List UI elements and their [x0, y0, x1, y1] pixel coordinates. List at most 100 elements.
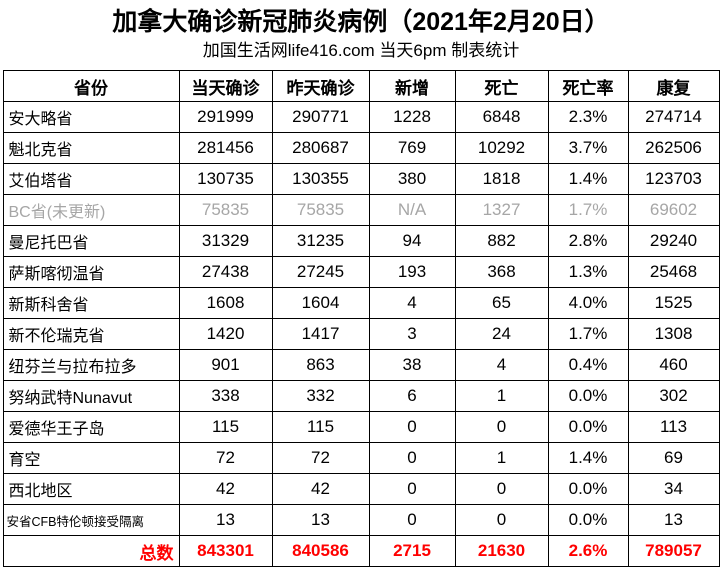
cell-value: 338	[178, 380, 273, 412]
cell-value: 901	[178, 349, 273, 381]
cell-value: 291999	[178, 101, 273, 133]
covid-cases-table: 省份 当天确诊 昨天确诊 新增 死亡 死亡率 康复 安大略省 291999 290771 1228…	[2, 70, 720, 567]
table-row: 安大略省 291999 290771 1228 6848 2.3% 274714	[2, 101, 720, 133]
cell-value: 840586	[271, 535, 370, 567]
table-row: 安省CFB特伦顿接受隔离 13 13 0 0 0.0% 13	[2, 504, 720, 536]
cell-value: 0.0%	[547, 380, 629, 412]
header-row: 省份 当天确诊 昨天确诊 新增 死亡 死亡率 康复	[2, 70, 720, 102]
cell-value: 281456	[178, 132, 273, 164]
cell-province: 育空	[2, 442, 180, 474]
cell-value: 6	[368, 380, 456, 412]
cell-value: 130735	[178, 163, 273, 195]
cell-value: 4.0%	[547, 287, 629, 319]
cell-province: 安大略省	[2, 101, 180, 133]
cell-value: 789057	[627, 535, 720, 567]
cell-value: 0.0%	[547, 411, 629, 443]
cell-province: 魁北克省	[2, 132, 180, 164]
cell-value: 280687	[271, 132, 370, 164]
cell-value: 0	[368, 473, 456, 505]
cell-value: 27245	[271, 256, 370, 288]
column-header-6: 康复	[627, 70, 720, 102]
cell-value: 0.0%	[547, 504, 629, 536]
cell-value: 274714	[627, 101, 720, 133]
table-row: BC省(未更新) 75835 75835 N/A 1327 1.7% 69602	[2, 194, 720, 226]
cell-value: 1525	[627, 287, 720, 319]
cell-value: 1417	[271, 318, 370, 350]
table-row: 育空 72 72 0 1 1.4% 69	[2, 442, 720, 474]
cell-value: 25468	[627, 256, 720, 288]
cell-value: 75835	[271, 194, 370, 226]
table-row: 爱德华王子岛 115 115 0 0 0.0% 113	[2, 411, 720, 443]
cell-value: 1308	[627, 318, 720, 350]
cell-value: 3.7%	[547, 132, 629, 164]
cell-province: 爱德华王子岛	[2, 411, 180, 443]
cell-value: 130355	[271, 163, 370, 195]
cell-value: 0	[454, 411, 549, 443]
cell-value: 0.0%	[547, 473, 629, 505]
cell-value: 31235	[271, 225, 370, 257]
column-header-2: 昨天确诊	[271, 70, 370, 102]
cell-value: 1608	[178, 287, 273, 319]
cell-value: 123703	[627, 163, 720, 195]
cell-value: 1.7%	[547, 194, 629, 226]
cell-value: 1.4%	[547, 442, 629, 474]
cell-value: 13	[627, 504, 720, 536]
cell-value: 0	[368, 504, 456, 536]
cell-value: 10292	[454, 132, 549, 164]
page-title: 加拿大确诊新冠肺炎病例（2021年2月20日）	[112, 8, 610, 36]
table-row: 西北地区 42 42 0 0 0.0% 34	[2, 473, 720, 505]
table-row: 艾伯塔省 130735 130355 380 1818 1.4% 123703	[2, 163, 720, 195]
cell-value: 42	[271, 473, 370, 505]
cell-value: 2715	[368, 535, 456, 567]
cell-value: 13	[178, 504, 273, 536]
cell-value: 0	[368, 442, 456, 474]
cell-province: 总数	[2, 535, 180, 567]
cell-value: 0	[454, 504, 549, 536]
cell-value: 1.4%	[547, 163, 629, 195]
cell-value: 13	[271, 504, 370, 536]
cell-province: 新不伦瑞克省	[2, 318, 180, 350]
total-row: 总数 843301 840586 2715 21630 2.6% 789057	[2, 535, 720, 567]
cell-value: 72	[271, 442, 370, 474]
cell-value: 290771	[271, 101, 370, 133]
cell-value: 882	[454, 225, 549, 257]
table-row: 纽芬兰与拉布拉多 901 863 38 4 0.4% 460	[2, 349, 720, 381]
cell-value: 460	[627, 349, 720, 381]
cell-province: 西北地区	[2, 473, 180, 505]
column-header-3: 新增	[368, 70, 456, 102]
column-header-0: 省份	[2, 70, 180, 102]
cell-value: 368	[454, 256, 549, 288]
cell-province: 安省CFB特伦顿接受隔离	[2, 504, 180, 536]
table-row: 魁北克省 281456 280687 769 10292 3.7% 262506	[2, 132, 720, 164]
cell-value: 69602	[627, 194, 720, 226]
column-header-5: 死亡率	[547, 70, 629, 102]
cell-value: 75835	[178, 194, 273, 226]
cell-value: 38	[368, 349, 456, 381]
cell-value: 69	[627, 442, 720, 474]
cell-value: 0	[368, 411, 456, 443]
cell-province: BC省(未更新)	[2, 194, 180, 226]
cell-value: 262506	[627, 132, 720, 164]
cell-value: 769	[368, 132, 456, 164]
cell-value: 29240	[627, 225, 720, 257]
cell-value: 4	[368, 287, 456, 319]
cell-province: 努纳武特Nunavut	[2, 380, 180, 412]
cell-value: 94	[368, 225, 456, 257]
cell-value: 1.3%	[547, 256, 629, 288]
cell-value: 302	[627, 380, 720, 412]
cell-value: 42	[178, 473, 273, 505]
table-row: 曼尼托巴省 31329 31235 94 882 2.8% 29240	[2, 225, 720, 257]
cell-value: 843301	[178, 535, 273, 567]
cell-province: 纽芬兰与拉布拉多	[2, 349, 180, 381]
cell-value: 1327	[454, 194, 549, 226]
cell-value: 113	[627, 411, 720, 443]
cell-value: 0.4%	[547, 349, 629, 381]
cell-value: N/A	[368, 194, 456, 226]
cell-province: 萨斯喀彻温省	[2, 256, 180, 288]
cell-value: 2.6%	[547, 535, 629, 567]
table-row: 新不伦瑞克省 1420 1417 3 24 1.7% 1308	[2, 318, 720, 350]
cell-province: 艾伯塔省	[2, 163, 180, 195]
cell-value: 193	[368, 256, 456, 288]
cell-value: 863	[271, 349, 370, 381]
cell-value: 0	[454, 473, 549, 505]
